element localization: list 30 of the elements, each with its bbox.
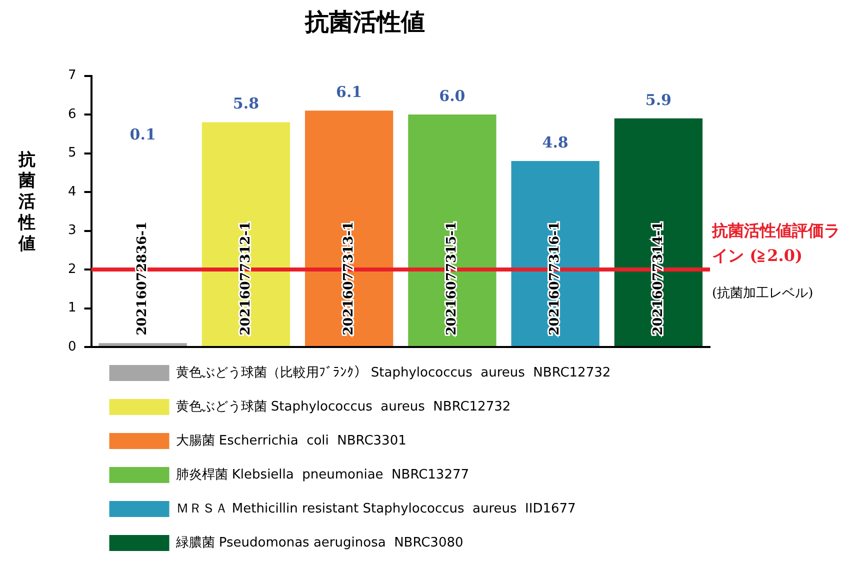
y-tick-label: 1 [68, 300, 76, 316]
annotation: 20216077312-1 [238, 221, 254, 336]
text: 0.1 [130, 126, 156, 144]
text: 6.1 [336, 83, 362, 102]
y-axis-title: 抗菌活性値 [16, 150, 36, 255]
annotation: 20216077314-1 [650, 221, 666, 336]
text: 5.9 [645, 90, 672, 109]
y-tick-label: 4 [68, 184, 76, 200]
legend-label: 緑膿菌 Pseudomonas aeruginosa NBRC3080 [174, 535, 464, 550]
annotation: 20216077315-1 [444, 221, 460, 336]
ref-line-label: 抗菌活性値評価ライン (≧2.0) [712, 220, 841, 267]
legend-label: ＭＲＳＡ Methicillin resistant Staphylococcus aureus IID1677 [176, 501, 576, 516]
y-tick-label: 6 [68, 106, 76, 122]
text: 6.0 [439, 86, 466, 105]
legend-label: 肺炎桿菌 Klebsiella pneumoniae NBRC13277 [176, 467, 470, 482]
y-tick-label: 7 [68, 68, 76, 84]
text: 5.8 [232, 94, 260, 113]
y-tick-label: 0 [68, 339, 76, 354]
annotation: 20216072836-1 [135, 221, 150, 336]
annotation: 20216077313-1 [341, 221, 356, 336]
y-tick-label: 5 [68, 146, 76, 161]
chart-title: 抗菌活性値 [304, 6, 426, 38]
legend-label: 黄色ぶどう球菌 Staphylococcus aureus NBRC12732 [176, 399, 511, 414]
y-tick-label: 3 [68, 223, 76, 238]
text: 4.8 [542, 133, 568, 152]
annotation: 20216077316-1 [548, 221, 563, 336]
text: (抗菌加工レベル) [712, 285, 814, 302]
legend-label: 大腸菌 Escherrichia coli NBRC3301 [176, 433, 406, 448]
legend-label: 黄色ぶどう球菌（比較用ﾌﾞﾗﾝｸ） Staphylococcus aureus NBRC12732 [176, 365, 611, 380]
y-tick-label: 2 [68, 262, 76, 277]
